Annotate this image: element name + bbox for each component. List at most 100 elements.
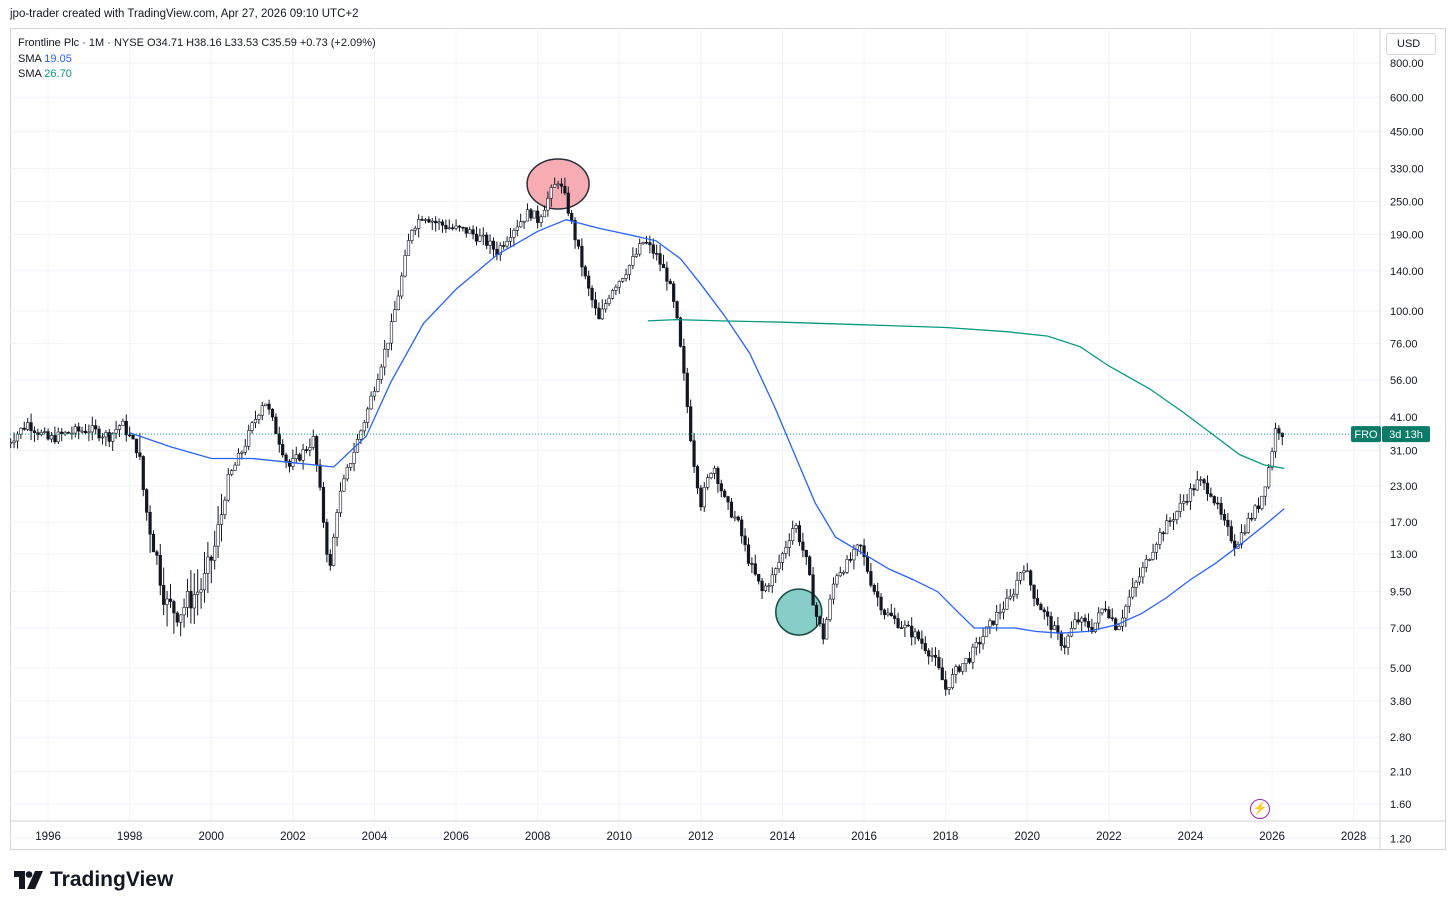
candle-down [648, 242, 652, 246]
currency-button[interactable]: USD [1386, 33, 1436, 55]
candle-down [658, 253, 662, 265]
candle-down [318, 464, 322, 488]
candle-down [869, 571, 873, 586]
candle-up [774, 568, 778, 576]
candle-up [63, 431, 67, 435]
sma-slow-line [647, 318, 1285, 470]
candle-up [522, 220, 526, 223]
candle-up [301, 449, 305, 461]
candle-up [542, 209, 547, 218]
candle-up [253, 419, 258, 424]
candle-up [117, 425, 122, 430]
candle-up [362, 422, 366, 432]
candle-down [1222, 514, 1227, 521]
y-tick-label: 5.00 [1390, 663, 1411, 675]
sma-fast-label: SMA [18, 52, 42, 65]
candle-down [304, 449, 309, 451]
candle-down [434, 220, 438, 224]
y-tick-label: 800.00 [1390, 58, 1424, 70]
candle-down [77, 426, 81, 432]
candle-up [1012, 593, 1016, 597]
candle-down [1192, 488, 1196, 491]
x-tick-label: 2012 [688, 831, 714, 843]
chart-grid [10, 28, 1380, 839]
candle-down [128, 434, 132, 437]
x-tick-label: 1996 [35, 831, 61, 843]
candle-up [998, 611, 1002, 614]
candle-up [481, 234, 485, 237]
y-tick-label: 450.00 [1390, 127, 1424, 139]
candle-up [1148, 559, 1152, 561]
candle-down [1277, 428, 1281, 434]
candle-up [617, 281, 621, 288]
candle-down [682, 346, 686, 374]
candle-up [767, 585, 771, 588]
candle-down [661, 263, 666, 269]
x-tick-label: 2004 [362, 831, 388, 843]
candle-down [566, 192, 570, 214]
candle-up [90, 425, 94, 433]
candle-up [308, 447, 312, 451]
candle-up [600, 308, 604, 320]
candle-up [247, 430, 251, 447]
candle-up [56, 431, 60, 443]
candle-up [961, 663, 965, 672]
candle-down [1110, 617, 1114, 620]
candle-down [876, 591, 880, 598]
candle-up [1267, 467, 1271, 488]
x-tick-label: 2008 [525, 831, 551, 843]
price-chart[interactable]: 800.00 600.00 450.00 330.00 250.00 190.00 140.… [10, 28, 1446, 850]
candle-down [270, 408, 275, 418]
sma-slow-value: 26.70 [44, 68, 72, 80]
candle-up [512, 229, 516, 238]
price-tag-ticker-bg [1351, 426, 1381, 443]
candle-down [889, 612, 893, 617]
candle-up [468, 229, 472, 234]
candle-down [107, 432, 111, 442]
lightning-icon[interactable]: ⚡ [1250, 799, 1270, 819]
candle-down [689, 406, 693, 442]
candle-down [570, 213, 574, 221]
candle-up [627, 265, 632, 275]
candle-up [179, 614, 183, 623]
y-tick-label: 250.00 [1390, 197, 1424, 209]
candle-down [32, 430, 37, 434]
candle-up [264, 403, 268, 407]
candle-up [1100, 608, 1104, 614]
sma-lines [129, 219, 1285, 634]
x-tick-label: 2002 [280, 831, 306, 843]
x-tick-label: 2020 [1014, 831, 1040, 843]
candle-up [784, 547, 788, 554]
candle-down [1042, 609, 1046, 613]
candle-up [111, 432, 115, 442]
candle-up [294, 454, 298, 460]
candle-down [797, 525, 802, 543]
candle-up [335, 512, 339, 538]
candle-up [1273, 428, 1278, 452]
candle-down [757, 573, 761, 582]
candle-down [933, 655, 938, 658]
candle-down [94, 425, 98, 430]
candle-up [835, 575, 839, 585]
sma-slow-label: SMA [18, 68, 42, 80]
candle-up [165, 598, 169, 605]
candle-down [760, 580, 764, 592]
candle-down [668, 280, 672, 285]
candle-up [1127, 596, 1131, 607]
candle-up [73, 426, 77, 434]
candle-down [162, 585, 166, 605]
candle-up [1131, 587, 1135, 598]
candle-up [1260, 495, 1264, 509]
candle-down [906, 624, 910, 627]
candle-up [706, 477, 710, 488]
candle-down [1212, 496, 1216, 504]
candle-down [1107, 609, 1111, 619]
candle-up [1073, 619, 1077, 629]
y-tick-label: 13.00 [1390, 549, 1418, 561]
candle-down [927, 650, 931, 657]
candle-up [376, 379, 380, 392]
candle-down [882, 609, 887, 616]
candle-up [508, 237, 513, 242]
candle-up [1124, 605, 1128, 619]
candle-up [777, 562, 781, 570]
